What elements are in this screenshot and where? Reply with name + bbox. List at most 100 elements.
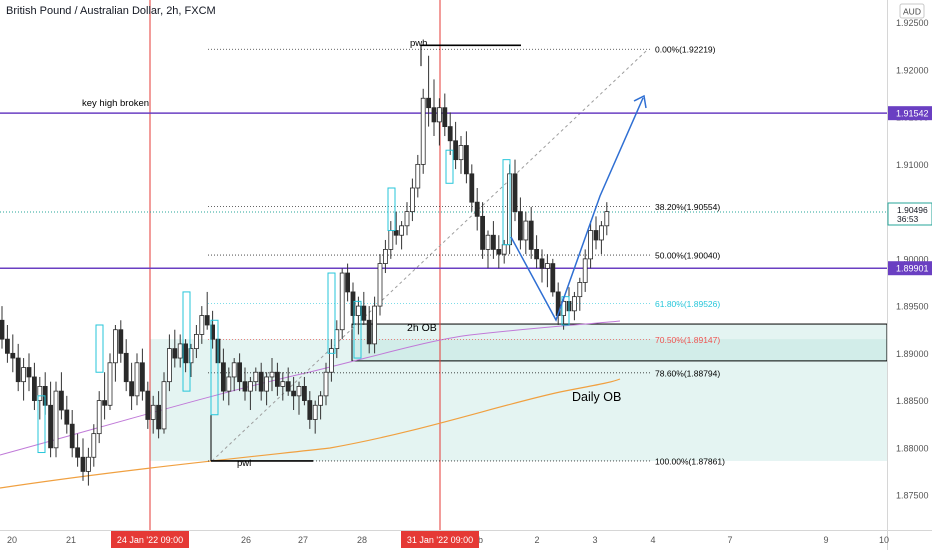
highlighted-candle[interactable] <box>502 159 511 246</box>
candle[interactable] <box>431 79 437 137</box>
candle[interactable] <box>480 202 486 259</box>
candle[interactable] <box>253 367 259 392</box>
candle[interactable] <box>399 221 405 250</box>
candle[interactable] <box>150 395 156 434</box>
candle[interactable] <box>350 282 356 325</box>
candle[interactable] <box>447 112 453 155</box>
candle[interactable] <box>490 221 496 259</box>
candle[interactable] <box>258 362 264 401</box>
candle[interactable] <box>463 131 469 184</box>
highlighted-candle[interactable] <box>182 291 191 392</box>
candle[interactable] <box>577 277 583 311</box>
candle[interactable] <box>474 188 480 231</box>
candle[interactable] <box>404 202 410 236</box>
candle[interactable] <box>269 358 275 392</box>
projection-arrow[interactable] <box>510 97 644 322</box>
candle[interactable] <box>123 339 129 392</box>
candle[interactable] <box>129 362 135 411</box>
candle[interactable] <box>242 367 248 401</box>
candle[interactable] <box>274 362 280 396</box>
candle[interactable] <box>107 353 113 411</box>
candle[interactable] <box>593 216 599 250</box>
candle[interactable] <box>193 324 199 359</box>
candle[interactable] <box>366 306 372 354</box>
candle[interactable] <box>442 93 448 137</box>
candle[interactable] <box>485 230 491 269</box>
candle[interactable] <box>91 424 97 467</box>
candle[interactable] <box>393 211 399 245</box>
candle[interactable] <box>231 358 237 392</box>
candle[interactable] <box>323 362 329 406</box>
highlighted-candle[interactable] <box>353 300 362 359</box>
candle[interactable] <box>339 268 345 340</box>
2h-ob-zone[interactable] <box>351 323 887 362</box>
candle[interactable] <box>355 296 361 335</box>
candle[interactable] <box>199 306 205 344</box>
candle[interactable] <box>523 211 529 255</box>
candle[interactable] <box>518 197 523 250</box>
candle[interactable] <box>59 372 64 420</box>
candle[interactable] <box>409 178 415 222</box>
candle[interactable] <box>312 400 318 434</box>
candle[interactable] <box>458 136 464 174</box>
candle[interactable] <box>10 334 16 373</box>
candle[interactable] <box>550 258 556 297</box>
candle[interactable] <box>247 376 253 411</box>
candle[interactable] <box>0 306 5 349</box>
candle[interactable] <box>382 239 388 274</box>
candle[interactable] <box>377 254 383 316</box>
candle[interactable] <box>156 391 162 439</box>
candle[interactable] <box>226 367 232 406</box>
candle[interactable] <box>582 249 588 292</box>
slow-ma-line[interactable] <box>0 378 621 489</box>
candle[interactable] <box>318 391 324 420</box>
candle[interactable] <box>436 98 442 146</box>
candle[interactable] <box>420 88 426 174</box>
candle[interactable] <box>69 410 75 458</box>
candle[interactable] <box>496 235 502 269</box>
highlighted-candle[interactable] <box>387 187 396 232</box>
candle[interactable] <box>572 291 577 321</box>
candle[interactable] <box>469 164 475 212</box>
candle[interactable] <box>15 343 21 392</box>
candle[interactable] <box>188 343 194 377</box>
candle[interactable] <box>426 55 432 127</box>
candle[interactable] <box>301 376 307 406</box>
candle[interactable] <box>512 159 518 222</box>
candle[interactable] <box>280 372 286 401</box>
candle[interactable] <box>80 438 86 481</box>
candle[interactable] <box>604 202 610 236</box>
candle[interactable] <box>588 221 593 269</box>
candle[interactable] <box>145 381 151 429</box>
candle[interactable] <box>599 221 604 255</box>
fast-ma-line[interactable] <box>0 320 621 456</box>
candle[interactable] <box>96 391 102 444</box>
fib-trend-line[interactable] <box>211 48 649 462</box>
highlighted-candle[interactable] <box>327 272 336 354</box>
candle[interactable] <box>237 353 243 392</box>
candle[interactable] <box>545 254 550 288</box>
highlighted-candle[interactable] <box>445 149 454 184</box>
plot-area[interactable]: 0.00%(1.92219) 38.20%(1.90554) 50.00%(1.90… <box>0 0 887 530</box>
candle[interactable] <box>53 381 59 458</box>
highlighted-candle[interactable] <box>210 319 219 416</box>
candle[interactable] <box>75 433 80 467</box>
candle[interactable] <box>64 395 70 434</box>
candle[interactable] <box>5 324 10 363</box>
candle[interactable] <box>37 376 43 420</box>
candle[interactable] <box>118 320 124 363</box>
candle[interactable] <box>26 353 32 392</box>
highlighted-candle[interactable] <box>37 395 46 454</box>
candle[interactable] <box>86 447 91 486</box>
candle[interactable] <box>264 372 270 406</box>
candle[interactable] <box>453 121 459 170</box>
candle[interactable] <box>113 324 118 382</box>
candle[interactable] <box>291 376 297 411</box>
candle[interactable] <box>32 362 37 411</box>
candle[interactable] <box>204 291 210 330</box>
candle[interactable] <box>361 291 367 325</box>
highlighted-candle[interactable] <box>95 324 104 373</box>
price-axis[interactable]: 1.925001.920001.915001.910001.905001.900… <box>887 18 932 501</box>
candle[interactable] <box>48 381 53 458</box>
